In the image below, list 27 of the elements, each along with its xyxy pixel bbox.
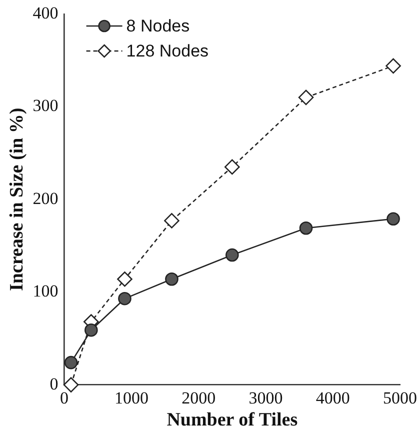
x-tick-label: 3000 <box>248 388 283 408</box>
point <box>118 292 132 306</box>
x-tick-label: 4000 <box>316 388 350 408</box>
point <box>299 221 313 235</box>
legend-label: 128 Nodes <box>126 42 209 61</box>
point <box>164 213 180 228</box>
y-tick-label: 300 <box>32 96 58 116</box>
point <box>84 323 98 337</box>
point <box>117 271 132 287</box>
point <box>224 159 240 175</box>
point <box>386 58 401 74</box>
point <box>386 212 400 226</box>
point <box>64 356 78 370</box>
point <box>165 272 178 286</box>
y-tick-label: 200 <box>32 188 58 208</box>
y-tick-label: 100 <box>32 282 58 301</box>
x-tick-label: 1000 <box>114 388 148 408</box>
point <box>226 248 239 262</box>
y-tick-label: 0 <box>50 374 58 394</box>
legend-label: 8 Nodes <box>126 16 190 36</box>
x-tick-label: 2000 <box>182 388 216 408</box>
y-axis-title: Increase in Size (in %) <box>6 108 28 292</box>
x-axis-title: Number of Tiles <box>166 410 298 431</box>
point <box>298 90 314 106</box>
x-tick-label: 5000 <box>383 388 417 408</box>
point <box>63 377 79 392</box>
y-tick-label: 400 <box>32 3 58 22</box>
